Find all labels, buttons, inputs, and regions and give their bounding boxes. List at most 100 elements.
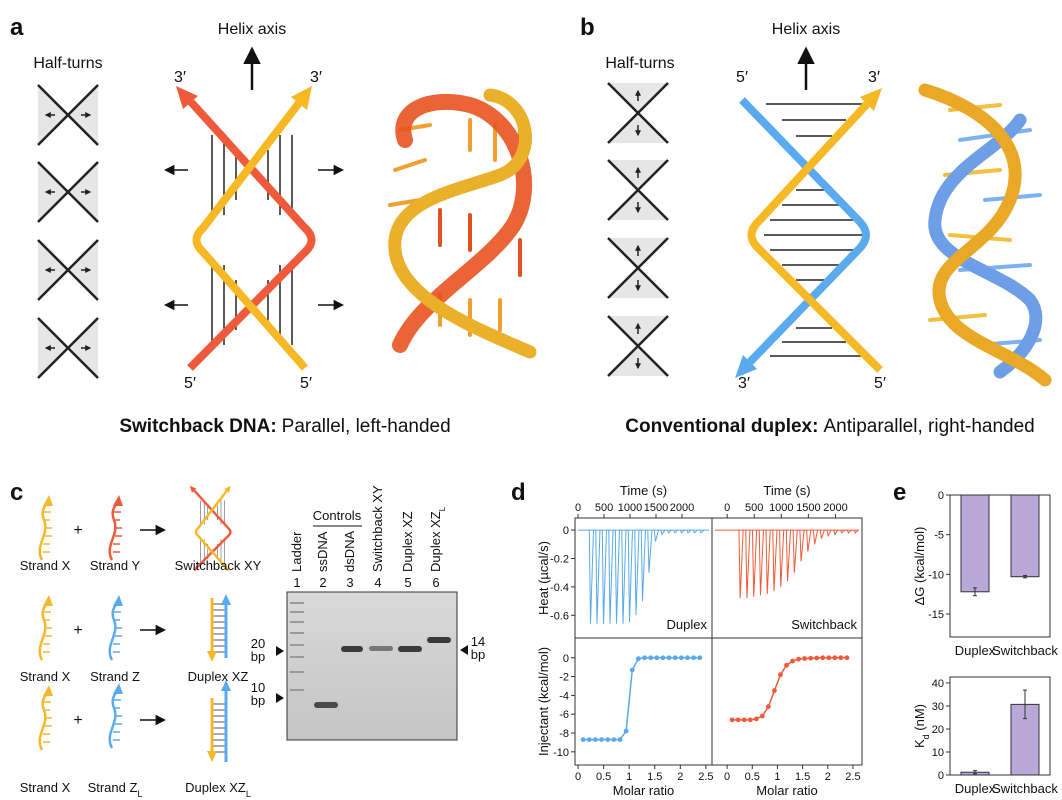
subscript: L (246, 789, 251, 799)
x-tick-label: 1 (774, 771, 780, 783)
data-point (760, 714, 765, 719)
lane-number: 4 (374, 575, 381, 590)
data-point (772, 688, 777, 693)
x-tick-label: 1.5 (647, 771, 662, 783)
product-label: Duplex XZL (185, 780, 251, 799)
injection-peak (813, 530, 817, 544)
helix-axis-label: Helix axis (772, 21, 840, 38)
data-point (832, 655, 837, 660)
injection-peak (820, 530, 824, 539)
injection-peak (628, 530, 632, 622)
y-tick-label: -0.4 (550, 582, 569, 594)
fit-line (583, 658, 700, 740)
injection-peak (786, 530, 790, 581)
marker-arrow (276, 646, 284, 656)
data-point (796, 657, 801, 662)
plus: + (73, 712, 82, 729)
caption-text: Parallel, left-handed (282, 416, 451, 437)
y-tick-label: 20 (932, 724, 944, 736)
injection-peak (800, 530, 804, 561)
caption-text: Antiparallel, right-handed (823, 416, 1034, 437)
fit-line (732, 658, 847, 720)
end-label: 3′ (738, 375, 750, 392)
subscript: L (137, 789, 142, 799)
half-turns-label: Half-turns (605, 55, 674, 72)
end-label: 5′ (736, 69, 748, 86)
lane-name: Duplex XZ (400, 511, 415, 572)
lane-number: 3 (346, 575, 353, 590)
half-turn (608, 160, 668, 220)
x-tick-label: 500 (745, 502, 763, 514)
injection-peak (766, 530, 770, 594)
injection-peak (827, 530, 831, 536)
caption: Switchback DNA:Parallel, left-handed (119, 416, 450, 437)
injection-peak (739, 530, 743, 598)
data-point (838, 655, 843, 660)
injection-peak (622, 530, 626, 624)
page: { "panel_a": {"label": "a", "half_turns"… (0, 0, 1062, 800)
data-point (814, 656, 819, 661)
strand-label: Strand ZL (88, 780, 143, 799)
annotation: Switchback (791, 617, 857, 632)
side-arrows (166, 170, 342, 305)
y-axis-label-part: (nM) (912, 704, 927, 734)
lane-number: 5 (404, 575, 411, 590)
x-axis-label: Time (s) (620, 483, 667, 498)
strand-icon (110, 683, 123, 748)
half-turn (608, 238, 668, 298)
x-tick-label: 0.5 (745, 771, 760, 783)
injection-peak (596, 530, 600, 624)
data-point (820, 655, 825, 660)
strand-icon (110, 495, 123, 560)
category-label: Switchback (992, 643, 1058, 658)
strand-label: Strand Z (90, 669, 140, 684)
structure-render (390, 95, 530, 352)
structure-render (925, 90, 1045, 380)
marker-unit: bp (251, 649, 265, 664)
y-tick-label: -4 (559, 690, 569, 702)
x-tick-label: 2000 (670, 502, 694, 514)
x-tick-label: 0.5 (596, 771, 611, 783)
data-point (778, 672, 783, 677)
x-axis-label: Time (s) (763, 483, 810, 498)
y-tick-label: 40 (932, 678, 944, 690)
injection-peak (773, 530, 777, 591)
bar (961, 495, 989, 592)
y-axis-label: Injectant (kcal/mol) (536, 647, 551, 756)
y-tick-label: 0 (563, 525, 569, 537)
strand-icon (40, 685, 53, 750)
x-tick-label: 2.5 (845, 771, 860, 783)
panel-label: e (893, 479, 906, 506)
x-tick-label: 1500 (644, 502, 668, 514)
data-point (748, 717, 753, 722)
lane-number: 6 (432, 575, 439, 590)
end-label: 5′ (184, 375, 196, 392)
data-point (599, 737, 604, 742)
y-axis-label: ΔG (kcal/mol) (912, 527, 927, 606)
half-turn (38, 85, 98, 145)
data-point (636, 656, 641, 661)
data-point (611, 737, 616, 742)
panel-label: b (580, 14, 595, 41)
injection-peak (641, 530, 645, 601)
x-tick-label: 1 (626, 771, 632, 783)
y-tick-label: -6 (559, 709, 569, 721)
strand-label: Strand X (20, 669, 71, 684)
caption: Conventional duplex:Antiparallel, right-… (625, 416, 1034, 437)
product-label-text: Duplex XZ (185, 780, 246, 795)
x-tick-label: 2.5 (698, 771, 713, 783)
injection-peak (759, 530, 763, 595)
data-point (736, 717, 741, 722)
data-point (667, 655, 672, 660)
strand-icon (40, 595, 53, 660)
half-turn (38, 240, 98, 300)
bar (1011, 495, 1039, 577)
plus: + (73, 622, 82, 639)
end-label: 5′ (300, 375, 312, 392)
strand-icon (110, 595, 123, 660)
x-tick-label: 2000 (823, 502, 847, 514)
y-tick-label: -5 (934, 530, 944, 542)
end-label: 3′ (868, 69, 880, 86)
data-point (808, 656, 813, 661)
y-tick-label: 10 (932, 747, 944, 759)
